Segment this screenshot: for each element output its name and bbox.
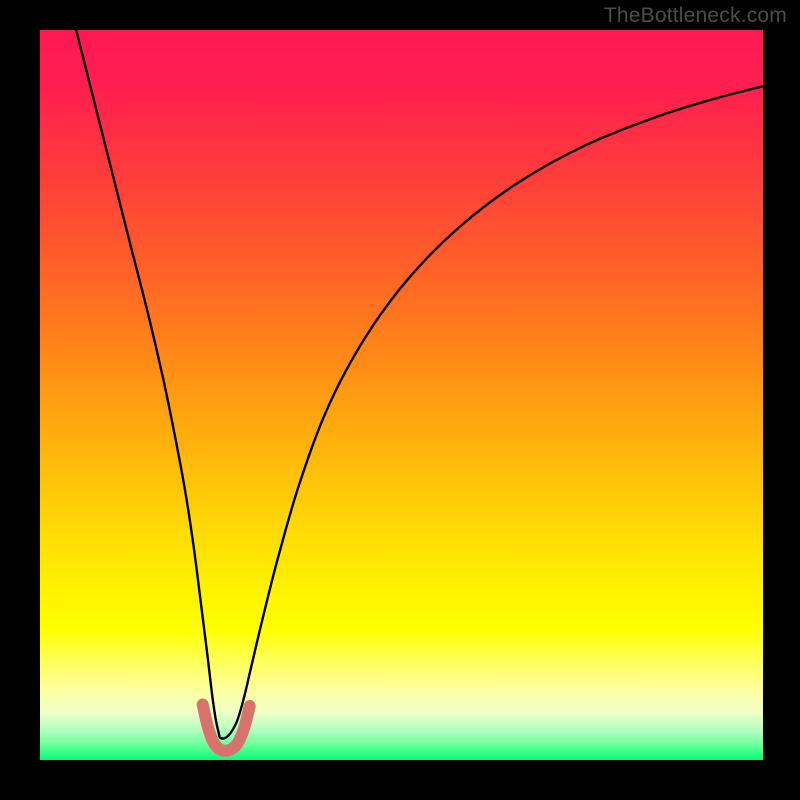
watermark-text: TheBottleneck.com (604, 4, 787, 28)
chart-canvas: TheBottleneck.com (0, 0, 800, 800)
chart-svg (0, 0, 800, 800)
plot-background (40, 30, 763, 760)
